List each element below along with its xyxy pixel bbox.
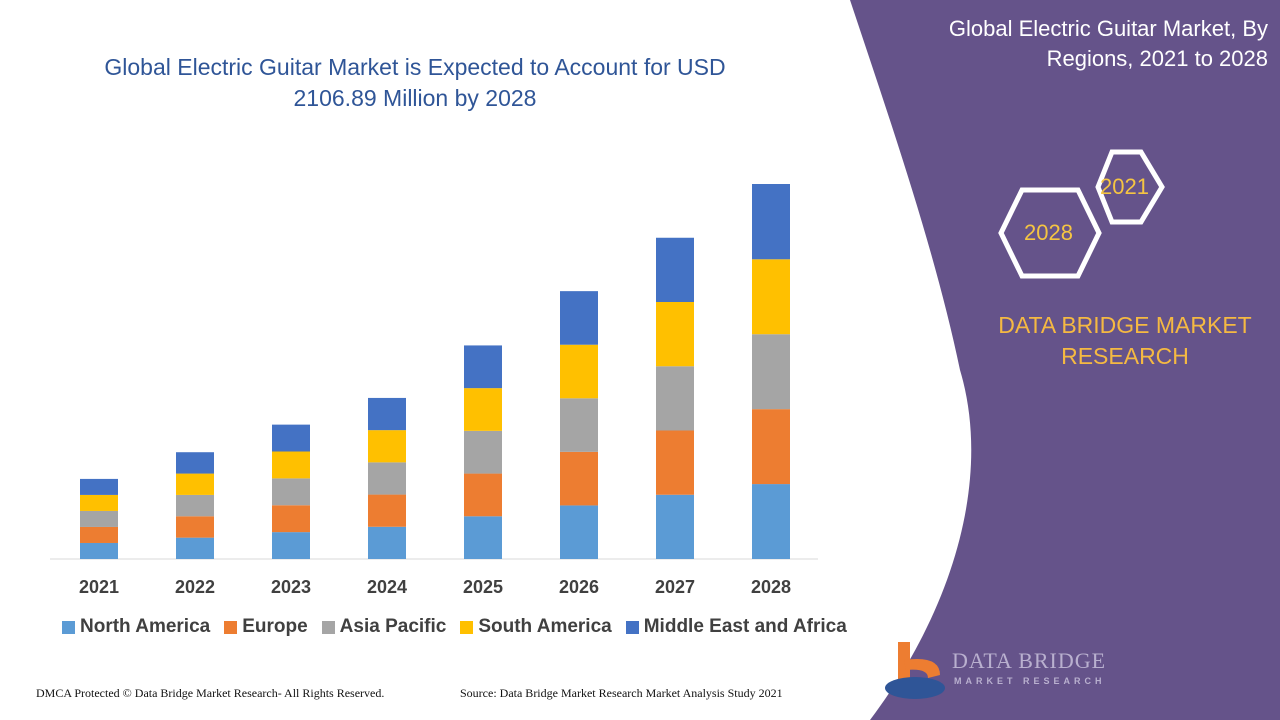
bar-segment-2023-3 — [272, 451, 310, 479]
chart-title: Global Electric Guitar Market is Expecte… — [104, 54, 726, 111]
legend-label: South America — [478, 616, 612, 637]
bar-segment-2026-2 — [560, 398, 598, 452]
legend-swatch — [460, 620, 474, 634]
x-tick-label: 2023 — [271, 577, 311, 597]
bar-segment-2028-0 — [752, 484, 790, 559]
bar-segment-2027-4 — [656, 237, 694, 302]
bar-segment-2021-2 — [80, 510, 118, 527]
bar-segment-2026-1 — [560, 451, 598, 506]
legend-swatch — [625, 620, 639, 634]
bar-segment-2021-0 — [80, 542, 118, 559]
bar-segment-2023-1 — [272, 505, 310, 533]
bar-segment-2021-3 — [80, 494, 118, 511]
bar-segment-2022-0 — [176, 537, 214, 559]
bar-segment-2025-3 — [464, 388, 502, 431]
bar-segment-2024-2 — [368, 462, 406, 495]
legend-swatch — [321, 620, 335, 634]
bar-segment-2028-4 — [752, 184, 790, 260]
bar-segment-2021-1 — [80, 526, 118, 543]
bar-segment-2028-2 — [752, 334, 790, 410]
hex-year-2021: 2021 — [1100, 174, 1149, 199]
bar-segment-2026-0 — [560, 505, 598, 559]
bar-segment-2024-0 — [368, 526, 406, 559]
hexagon-2028 — [998, 187, 1102, 279]
hexagon-2021 — [1095, 149, 1165, 225]
side-panel-title: Global Electric Guitar Market, By Region… — [948, 16, 1268, 71]
bar-segment-2027-1 — [656, 430, 694, 495]
bar-segment-2028-1 — [752, 409, 790, 485]
bar-segment-2023-2 — [272, 478, 310, 506]
legend-item: Europe — [224, 616, 308, 638]
x-tick-label: 2024 — [367, 577, 407, 597]
bar-segment-2021-4 — [80, 478, 118, 495]
bar-segment-2025-1 — [464, 473, 502, 517]
x-tick-label: 2026 — [559, 577, 599, 597]
bar-segment-2022-1 — [176, 516, 214, 538]
bar-segment-2023-4 — [272, 424, 310, 452]
brand-name: DATA BRIDGE MARKET RESEARCH — [998, 312, 1252, 369]
bar-segment-2022-4 — [176, 452, 214, 474]
chart-legend: North America Europe Asia Pacific South Ame… — [62, 616, 847, 638]
bar-segment-2024-4 — [368, 397, 406, 431]
bar-segment-2028-3 — [752, 259, 790, 335]
x-tick-label: 2028 — [751, 577, 791, 597]
side-panel — [850, 0, 1280, 720]
hex-year-2028: 2028 — [1024, 220, 1073, 245]
stacked-bar-chart: 2021 2022 2023 2024 2025 2026 2027 2028 — [50, 184, 818, 597]
bar-segment-2024-1 — [368, 494, 406, 527]
logo-subtext: MARKET RESEARCH — [954, 676, 1106, 686]
legend-swatch — [224, 620, 238, 634]
bar-segment-2027-0 — [656, 494, 694, 559]
legend-label: Europe — [242, 616, 308, 637]
bar-segment-2025-4 — [464, 345, 502, 389]
legend-item: South America — [460, 616, 612, 638]
x-tick-label: 2021 — [79, 577, 119, 597]
bar-segment-2024-3 — [368, 430, 406, 463]
bar-segment-2022-2 — [176, 494, 214, 517]
bar-segment-2026-4 — [560, 291, 598, 345]
bar-segment-2027-2 — [656, 366, 694, 431]
x-tick-label: 2022 — [175, 577, 215, 597]
legend-item: Middle East and Africa — [625, 616, 847, 638]
copyright-footer: DMCA Protected © Data Bridge Market Rese… — [36, 686, 385, 700]
x-tick-label: 2027 — [655, 577, 695, 597]
legend-item: North America — [62, 616, 210, 638]
bar-segment-2023-0 — [272, 532, 310, 559]
logo-text: DATA BRIDGE — [952, 648, 1107, 673]
bar-segment-2026-3 — [560, 344, 598, 399]
logo-icon — [885, 642, 945, 699]
bar-segment-2025-0 — [464, 516, 502, 559]
x-tick-label: 2025 — [463, 577, 503, 597]
bar-segment-2027-3 — [656, 301, 694, 367]
bar-segment-2025-2 — [464, 430, 502, 474]
legend-item: Asia Pacific — [321, 616, 447, 638]
bar-segment-2022-3 — [176, 473, 214, 495]
legend-label: North America — [80, 616, 211, 637]
legend-label: Middle East and Africa — [643, 616, 847, 637]
legend-label: Asia Pacific — [339, 616, 447, 637]
legend-swatch — [62, 620, 75, 634]
source-footer: Source: Data Bridge Market Research Mark… — [460, 686, 783, 700]
